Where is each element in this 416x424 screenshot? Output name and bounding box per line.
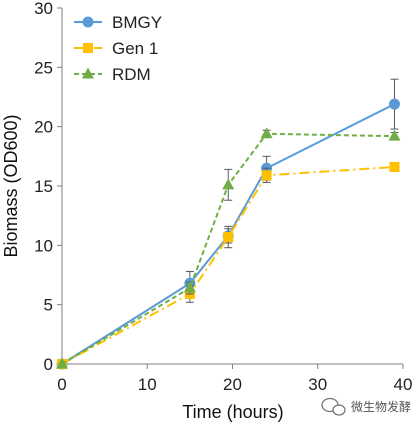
y-tick-label: 10 xyxy=(34,236,53,255)
series-bmgy xyxy=(56,78,400,370)
data-point xyxy=(222,178,235,190)
legend-marker xyxy=(83,43,93,53)
series-layer xyxy=(56,78,401,370)
legend: BMGY Gen 1 RDM xyxy=(74,13,162,84)
legend-label: RDM xyxy=(112,65,151,84)
x-tick-label: 30 xyxy=(308,375,327,394)
data-point xyxy=(388,98,400,110)
watermark: 微生物发酵 xyxy=(321,397,411,416)
x-tick-label: 10 xyxy=(138,375,157,394)
x-tick-label: 40 xyxy=(394,375,413,394)
y-tick-label: 20 xyxy=(34,118,53,137)
data-point xyxy=(261,170,272,181)
legend-marker xyxy=(82,67,94,79)
x-tick-label: 0 xyxy=(57,375,66,394)
y-tick-label: 5 xyxy=(44,296,53,315)
data-point xyxy=(388,129,401,141)
y-tick-label: 25 xyxy=(34,58,53,77)
data-point xyxy=(56,357,68,369)
data-point xyxy=(389,162,400,173)
y-axis-title: Biomass (OD600) xyxy=(1,114,21,257)
axes: 0 5 10 15 20 25 30 0 10 20 30 40 xyxy=(34,0,412,394)
data-point xyxy=(260,127,273,139)
y-tick-label: 0 xyxy=(44,355,53,374)
wechat-icon xyxy=(321,397,346,416)
y-tick-label: 15 xyxy=(34,177,53,196)
series-line xyxy=(61,132,395,365)
x-axis-title: Time (hours) xyxy=(182,402,283,422)
y-tick-label: 30 xyxy=(34,0,53,18)
data-point xyxy=(223,232,234,243)
legend-label: Gen 1 xyxy=(112,39,158,58)
series-rdm xyxy=(56,127,401,369)
data-point xyxy=(183,281,196,293)
watermark-text: 微生物发酵 xyxy=(351,399,411,414)
x-tick-label: 20 xyxy=(223,375,242,394)
legend-marker xyxy=(82,16,94,28)
legend-label: BMGY xyxy=(112,13,162,32)
